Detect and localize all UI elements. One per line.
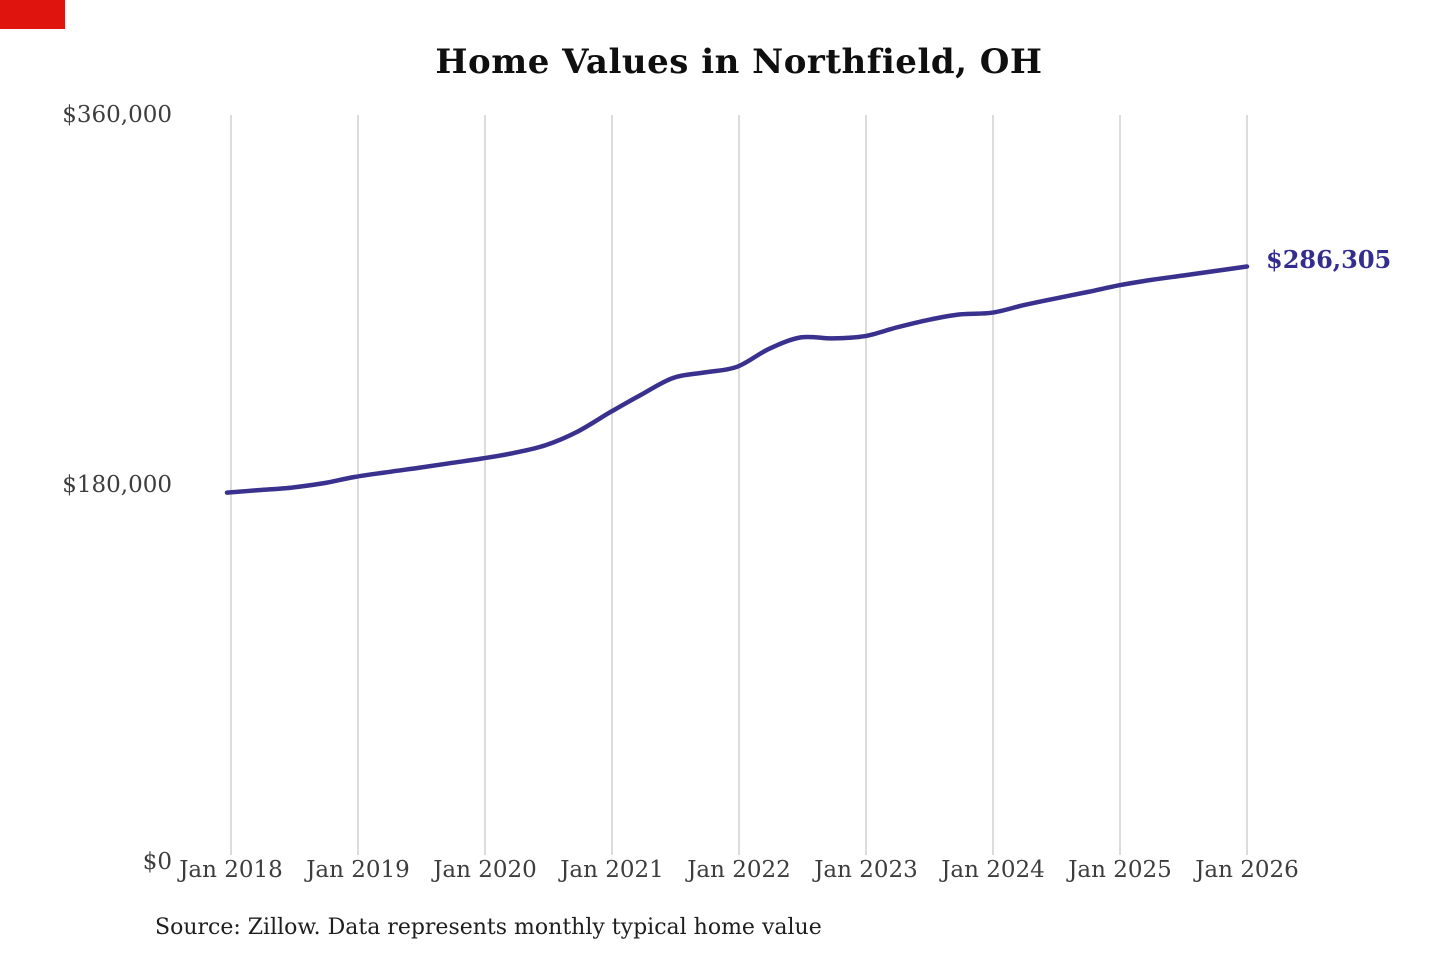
vertical-gridlines	[230, 115, 1248, 855]
x-axis-tick-jan-2020: Jan 2020	[433, 857, 537, 883]
y-axis-tick-0: $0	[142, 849, 172, 875]
x-axis-tick-jan-2022: Jan 2022	[687, 857, 791, 883]
chart-title: Home Values in Northfield, OH	[435, 42, 1043, 82]
x-axis-tick-jan-2021: Jan 2021	[560, 857, 664, 883]
source-note: Source: Zillow. Data represents monthly …	[155, 915, 822, 940]
x-axis-tick-jan-2023: Jan 2023	[814, 857, 918, 883]
y-axis-tick-180000: $180,000	[62, 472, 172, 498]
home-value-line	[224, 264, 1250, 495]
x-axis-tick-jan-2026: Jan 2026	[1195, 857, 1299, 883]
y-axis-tick-360000: $360,000	[62, 102, 172, 128]
x-axis-tick-jan-2018: Jan 2018	[179, 857, 283, 883]
latest-value-label: $286,305	[1266, 245, 1392, 274]
x-axis-tick-jan-2025: Jan 2025	[1068, 857, 1172, 883]
x-axis-tick-jan-2024: Jan 2024	[941, 857, 1045, 883]
x-axis-tick-jan-2019: Jan 2019	[306, 857, 410, 883]
red-corner-marker	[0, 0, 65, 29]
